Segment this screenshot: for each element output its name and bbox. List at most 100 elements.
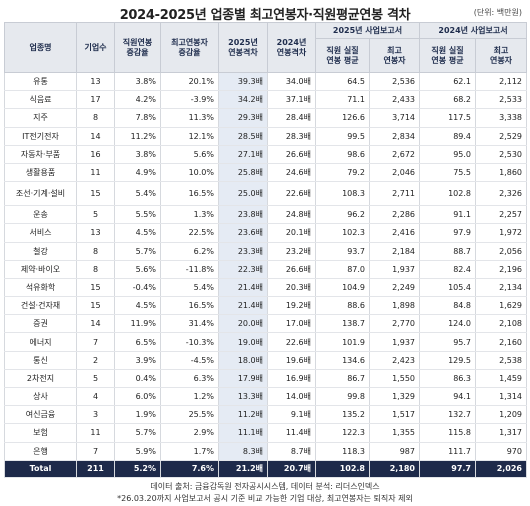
table-row: 제약·바이오 8 5.6% -11.8% 22.3배 26.6배 87.0 1,937 82.4… [4,260,527,279]
cell-gap2024: 22.6배 [267,332,316,352]
cell-emp2024: 95.0 [419,145,476,164]
cell-companies: 15 [76,278,115,298]
cell-emp2024: 62.1 [419,72,476,92]
cell-gap2025: 8.3배 [218,442,268,461]
cell-emp2025: 102.3 [315,223,370,243]
cell-gap2024: 19.6배 [267,351,316,370]
cell-industry: 보험 [4,423,77,443]
header-top-2025: 최고 연봉자 [369,38,420,73]
table-row: 조선·기계·설비 15 5.4% 16.5% 25.0배 22.6배 108.3 2,711 1… [4,181,527,207]
cell-emp-change: 4.5% [114,223,161,243]
cell-emp2024: 124.0 [419,314,476,334]
cell-companies: 5 [76,205,115,225]
cell-top-change: 31.4% [160,314,219,334]
header-emp-change: 직원연봉 증감율 [114,22,161,73]
header-report-2025: 2025년 사업보고서 [315,22,420,39]
cell-gap2025: 19.0배 [218,332,268,352]
cell-industry: 생활용품 [4,163,77,183]
table-row: 석유화학 15 -0.4% 5.4% 21.4배 20.3배 104.9 2,249 105.4… [4,278,527,298]
table-row: 에너지 7 6.5% -10.3% 19.0배 22.6배 101.9 1,937 95.7 2,… [4,332,527,352]
total-row: Total 211 5.2% 7.6% 21.2배 20.7배 102.8 2,180 97.7… [4,460,527,478]
cell-top2025: 3,714 [369,108,420,128]
cell-top-change: 1.7% [160,442,219,461]
cell-emp2024: 91.1 [419,205,476,225]
cell-companies: 11 [76,163,115,183]
cell-top2024: 3,338 [475,108,527,128]
cell-gap2024: 19.2배 [267,296,316,316]
cell-emp2025: 134.6 [315,351,370,370]
table-row: IT전기전자 14 11.2% 12.1% 28.5배 28.3배 99.5 2,834 89.… [4,127,527,146]
cell-gap2025: 34.2배 [218,90,268,110]
cell-emp-change: -0.4% [114,278,161,298]
cell-top2025: 1,937 [369,260,420,279]
cell-emp2024: 94.1 [419,387,476,407]
cell-industry: 운송 [4,205,77,225]
cell-top-change: 1.3% [160,205,219,225]
cell-gap2024: 9.1배 [267,405,316,425]
cell-top-change: 11.3% [160,108,219,128]
cell-top2024: 2,529 [475,127,527,146]
cell-companies: 7 [76,332,115,352]
cell-gap2025: 21.4배 [218,278,268,298]
cell-emp-change: 4.9% [114,163,161,183]
cell-emp-change: 5.6% [114,260,161,279]
cell-emp-change: 7.8% [114,108,161,128]
cell-companies: 8 [76,108,115,128]
cell-gap2025: 39.3배 [218,72,268,92]
footnote-source: 데이터 출처: 금융감독원 전자공시시스템, 데이터 분석: 리더스인덱스 [150,482,380,491]
cell-emp2025: 87.0 [315,260,370,279]
cell-emp2024: 129.5 [419,351,476,370]
cell-companies: 13 [76,223,115,243]
cell-emp-change: 6.5% [114,332,161,352]
cell-emp2025: 138.7 [315,314,370,334]
cell-gap2024: 24.8배 [267,205,316,225]
cell-top2024: 2,160 [475,332,527,352]
cell-top-change: 16.5% [160,181,219,207]
cell-top2025: 2,046 [369,163,420,183]
cell-gap2025: 21.2배 [218,460,268,478]
cell-emp2025: 86.7 [315,369,370,389]
cell-top-change: 2.9% [160,423,219,443]
cell-emp2024: 68.2 [419,90,476,110]
cell-companies: 8 [76,242,115,261]
cell-gap2024: 26.6배 [267,260,316,279]
cell-emp2025: 108.3 [315,181,370,207]
table-row: 자동차·부품 16 3.8% 5.6% 27.1배 26.6배 98.6 2,672 95.0 2… [4,145,527,164]
cell-industry: 자동차·부품 [4,145,77,164]
cell-top2025: 2,711 [369,181,420,207]
cell-gap2024: 20.1배 [267,223,316,243]
cell-gap2025: 11.1배 [218,423,268,443]
header-industry: 업종명 [4,22,77,73]
cell-top2025: 2,423 [369,351,420,370]
cell-industry: 식음료 [4,90,77,110]
cell-top2025: 2,672 [369,145,420,164]
cell-top-change: 22.5% [160,223,219,243]
cell-gap2024: 23.2배 [267,242,316,261]
header-companies: 기업수 [76,22,115,73]
cell-emp2024: 86.3 [419,369,476,389]
cell-top-change: 16.5% [160,296,219,316]
table-row: 지주 8 7.8% 11.3% 29.3배 28.4배 126.6 3,714 117.5 3,3… [4,108,527,128]
cell-top2024: 2,134 [475,278,527,298]
header-gap-2024: 2024년 연봉격차 [267,22,316,73]
cell-industry: 여신금융 [4,405,77,425]
cell-emp-change: 3.8% [114,72,161,92]
cell-emp-change: 5.5% [114,205,161,225]
cell-emp-change: 4.2% [114,90,161,110]
cell-top-change: -11.8% [160,260,219,279]
cell-emp2025: 118.3 [315,442,370,461]
cell-gap2024: 28.3배 [267,127,316,146]
cell-gap2024: 16.9배 [267,369,316,389]
cell-industry: 에너지 [4,332,77,352]
cell-companies: 11 [76,423,115,443]
cell-emp-change: 3.8% [114,145,161,164]
cell-gap2025: 23.8배 [218,205,268,225]
cell-top2024: 2,533 [475,90,527,110]
cell-emp2025: 104.9 [315,278,370,298]
cell-gap2025: 23.3배 [218,242,268,261]
cell-top2025: 2,770 [369,314,420,334]
cell-emp-change: 6.0% [114,387,161,407]
cell-emp2024: 102.8 [419,181,476,207]
cell-top2025: 1,937 [369,332,420,352]
cell-gap2024: 34.0배 [267,72,316,92]
